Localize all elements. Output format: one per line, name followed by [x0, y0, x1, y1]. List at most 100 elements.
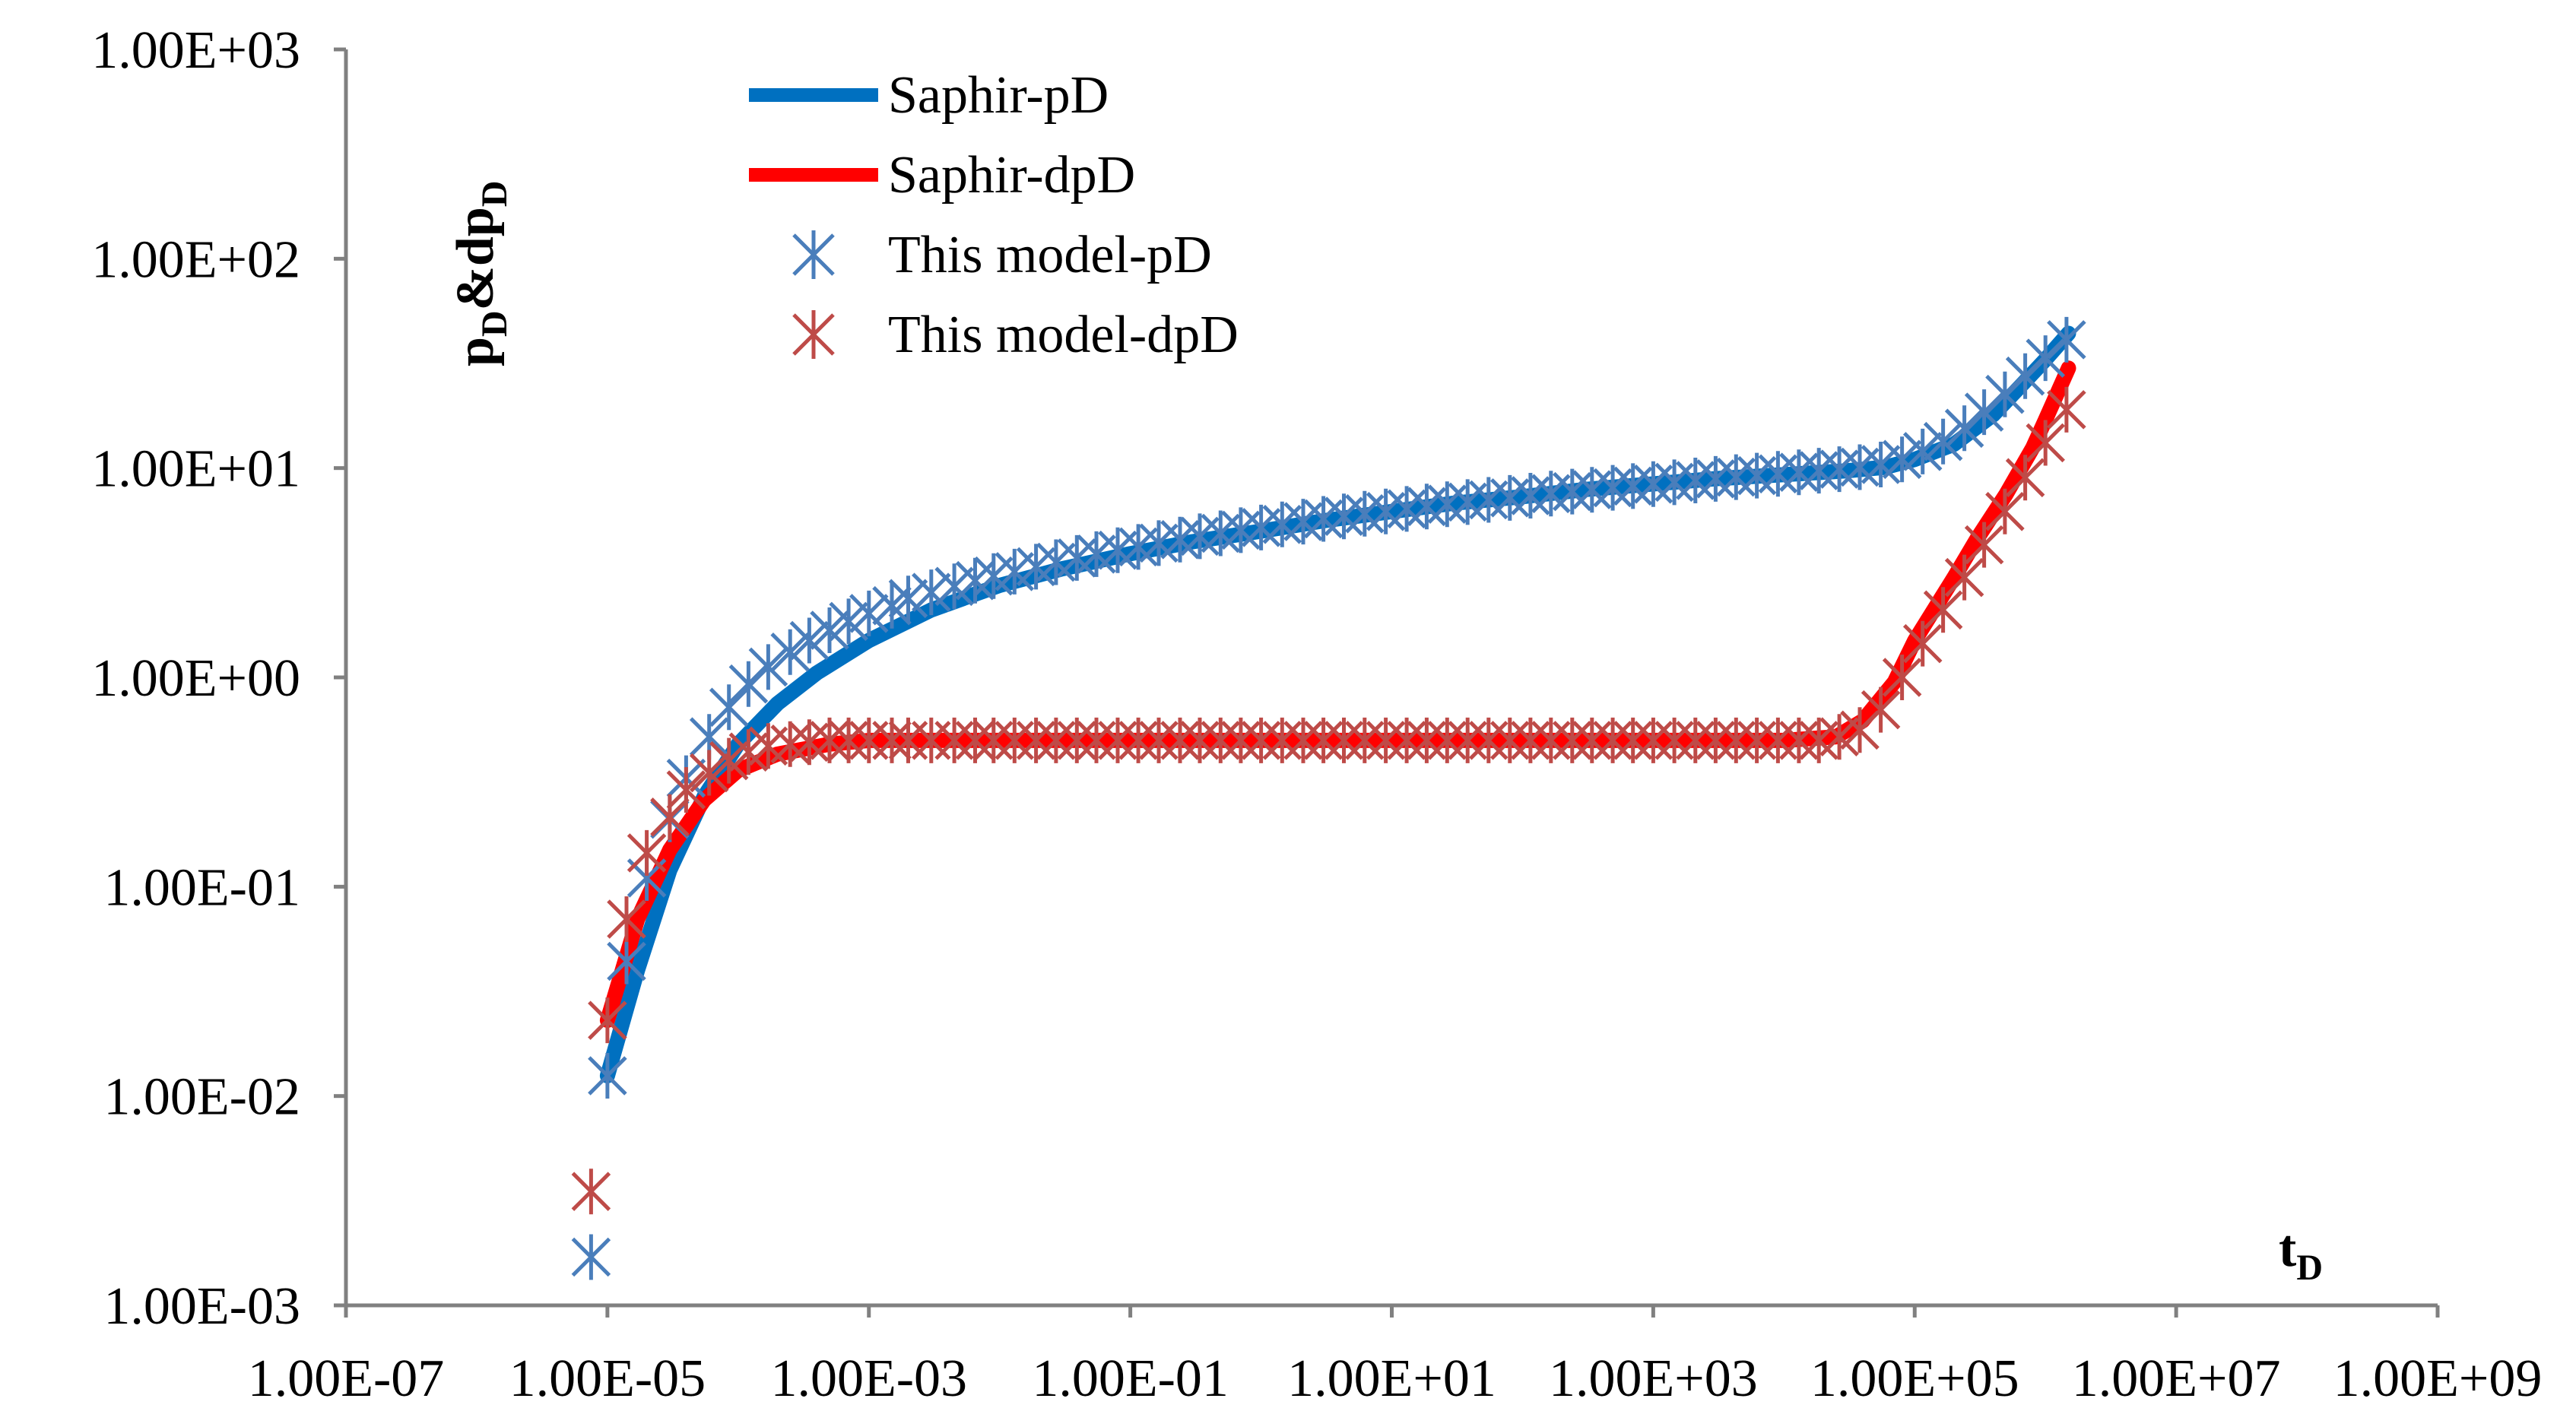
marker-this-model-dpd [1737, 717, 1777, 763]
y-tick-label: 1.00E+02 [91, 230, 300, 289]
marker-this-model-pd [1553, 468, 1592, 515]
marker-this-model-dpd [627, 829, 667, 876]
marker-this-model-pd [607, 938, 646, 985]
marker-this-model-pd [849, 590, 889, 636]
marker-this-model-dpd [1366, 717, 1406, 763]
marker-this-model-dpd [1057, 717, 1097, 763]
marker-this-model-dpd [588, 997, 627, 1044]
marker-this-model-dpd [1716, 717, 1756, 763]
marker-this-model-dpd [1985, 488, 2025, 534]
marker-this-model-dpd [571, 1169, 611, 1215]
y-axis-title: pD&dpD [446, 181, 515, 366]
marker-this-model-pd [1923, 418, 1963, 465]
marker-this-model-dpd [1345, 717, 1385, 763]
x-axis-title-sub: D [2296, 1248, 2323, 1288]
marker-this-model-dpd [810, 717, 849, 763]
marker-this-model-dpd [1696, 717, 1736, 763]
marker-this-model-dpd [1531, 717, 1571, 763]
marker-this-model-pd [2047, 316, 2086, 363]
marker-this-model-dpd [955, 717, 995, 763]
y-tick-label: 1.00E+01 [91, 440, 300, 499]
legend-marker-model-pd [792, 230, 835, 279]
x-tick-label: 1.00E+03 [1549, 1349, 1758, 1408]
marker-this-model-dpd [689, 750, 729, 796]
marker-this-model-pd [1779, 449, 1819, 496]
x-tick-label: 1.00E+05 [1810, 1349, 2019, 1408]
marker-this-model-pd [1944, 405, 1984, 452]
y-tick-label: 1.00E+00 [91, 649, 300, 708]
x-tick-label: 1.00E-05 [509, 1349, 706, 1408]
marker-this-model-dpd [1861, 687, 1901, 733]
marker-this-model-pd [1882, 436, 1922, 483]
marker-this-model-pd [888, 576, 928, 622]
series-line-saphir-pd [599, 325, 2076, 1083]
legend: Saphir-pD Saphir-dpD This model-pD This … [749, 66, 1239, 364]
legend-marker-model-dpd [792, 310, 835, 359]
marker-this-model-pd [709, 684, 749, 731]
x-tick-label: 1.00E+01 [1287, 1349, 1496, 1408]
x-axis-title-main: t [2279, 1219, 2296, 1278]
marker-this-model-dpd [607, 896, 646, 942]
marker-this-model-dpd [1036, 717, 1076, 763]
marker-this-model-pd [789, 617, 830, 664]
marker-this-model-dpd [1427, 717, 1467, 763]
plot-area: 1.00E+03 1.00E+02 1.00E+01 1.00E+00 1.00E-01… [91, 21, 2542, 1408]
x-axis-title: tD [2279, 1219, 2323, 1288]
marker-this-model-dpd [1944, 554, 1984, 601]
y-tick-label: 1.00E-03 [103, 1277, 300, 1336]
marker-this-model-pd [588, 1053, 627, 1099]
marker-this-model-dpd [1283, 717, 1323, 763]
marker-this-model-dpd [1882, 655, 1922, 700]
x-tick-label: 1.00E-01 [1032, 1349, 1229, 1408]
legend-label-model-dpd: This model-dpD [888, 306, 1239, 364]
series-layer [571, 316, 2086, 1280]
y-axis-title-part: &dp [446, 207, 505, 310]
marker-this-model-dpd [1779, 717, 1819, 763]
marker-this-model-dpd [1633, 717, 1673, 763]
marker-this-model-dpd [1572, 717, 1612, 763]
marker-this-model-dpd [1139, 717, 1179, 763]
marker-this-model-dpd [1819, 714, 1859, 760]
marker-this-model-dpd [1180, 717, 1220, 763]
marker-this-model-pd [1902, 428, 1943, 474]
marker-this-model-dpd [1324, 717, 1364, 763]
marker-this-model-dpd [1448, 717, 1487, 763]
y-tick-label: 1.00E-02 [103, 1068, 300, 1127]
marker-this-model-dpd [1758, 717, 1798, 763]
marker-this-model-dpd [1221, 717, 1261, 763]
y-axis-title-part: D [474, 181, 515, 208]
legend-label-model-pd: This model-pD [888, 226, 1212, 284]
marker-this-model-dpd [2026, 420, 2065, 466]
marker-this-model-dpd [1016, 717, 1056, 763]
marker-this-model-dpd [1201, 717, 1241, 763]
marker-this-model-dpd [2047, 386, 2086, 433]
marker-this-model-dpd [1077, 717, 1116, 763]
marker-this-model-dpd [1654, 717, 1694, 763]
y-axis-title-part: p [446, 337, 505, 366]
x-tick-label: 1.00E-07 [248, 1349, 445, 1408]
legend-label-saphir-dpd: Saphir-dpD [888, 146, 1135, 205]
x-tick-label: 1.00E+09 [2333, 1349, 2543, 1408]
marker-this-model-dpd [829, 717, 868, 763]
marker-this-model-dpd [2005, 455, 2045, 501]
marker-this-model-dpd [709, 737, 749, 784]
y-axis-title-part: D [474, 310, 515, 337]
marker-this-model-pd [1964, 389, 2004, 436]
marker-this-model-pd [728, 661, 769, 707]
marker-this-model-dpd [1098, 717, 1137, 763]
marker-this-model-dpd [1118, 717, 1158, 763]
marker-this-model-pd [571, 1234, 611, 1280]
marker-this-model-dpd [1923, 587, 1963, 633]
marker-this-model-dpd [1490, 717, 1530, 763]
marker-this-model-dpd [1964, 522, 2004, 568]
marker-this-model-dpd [666, 767, 706, 813]
marker-this-model-dpd [995, 717, 1035, 763]
marker-this-model-dpd [1262, 717, 1302, 763]
marker-this-model-pd [770, 629, 810, 675]
legend-label-saphir-pd: Saphir-pD [888, 66, 1109, 125]
marker-this-model-pd [810, 607, 849, 653]
marker-this-model-dpd [1160, 717, 1200, 763]
marker-this-model-dpd [1676, 717, 1715, 763]
marker-this-model-dpd [1469, 717, 1508, 763]
marker-this-model-dpd [1241, 717, 1281, 763]
